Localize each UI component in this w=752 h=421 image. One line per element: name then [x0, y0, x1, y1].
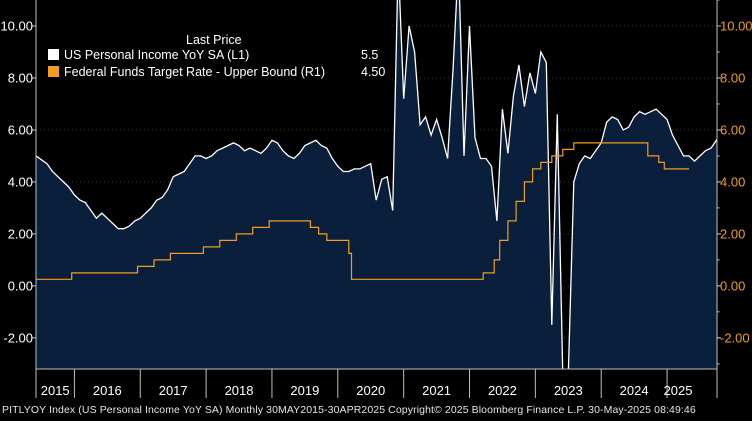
footer-caption: PITLYOY Index (US Personal Income YoY SA… — [2, 404, 696, 416]
series-line-income — [36, 0, 717, 369]
right-tick-label: 0.00 — [720, 278, 745, 293]
x-tick-label: 2016 — [93, 383, 122, 398]
left-axis: 10.00 8.00 6.00 4.00 2.00 0.00 -2.00 — [0, 0, 37, 398]
x-tick-label: 2020 — [356, 383, 385, 398]
x-tick-label: 2021 — [422, 383, 451, 398]
x-tick-label: 2023 — [554, 383, 583, 398]
legend-header: Last Price — [186, 33, 242, 47]
right-tick-label: 8.00 — [720, 70, 745, 85]
legend-swatch-income — [48, 49, 59, 60]
left-tick-label: -2.00 — [3, 330, 33, 345]
x-axis: 2015 2016 2017 2018 2019 2020 2021 2022 2023 2024… — [36, 368, 717, 398]
left-tick-label: 6.00 — [8, 122, 33, 137]
legend-value-fedfunds: 4.50 — [361, 65, 385, 79]
right-axis: 10.00 8.00 6.00 4.00 2.00 0.00 -2.00 — [716, 0, 752, 398]
x-tick-label: 2019 — [290, 383, 319, 398]
series-line-fedfunds — [36, 142, 689, 280]
left-tick-label: 8.00 — [8, 70, 33, 85]
legend-value-income: 5.5 — [361, 48, 378, 62]
right-tick-label: 6.00 — [720, 122, 745, 137]
legend-box — [40, 24, 392, 82]
x-tick-label: 2022 — [488, 383, 517, 398]
series-layer — [36, 0, 717, 369]
x-tick-label: 2024 — [620, 383, 649, 398]
legend-swatch-fedfunds — [48, 66, 59, 77]
legend-label-fedfunds: Federal Funds Target Rate - Upper Bound … — [64, 65, 325, 79]
right-tick-label: 10.00 — [720, 18, 752, 33]
x-tick-label: 2015 — [41, 383, 70, 398]
left-tick-label: 0.00 — [8, 278, 33, 293]
x-tick-label: 2025 — [664, 383, 693, 398]
x-tick-label: 2018 — [225, 383, 254, 398]
legend-label-income: US Personal Income YoY SA (L1) — [64, 48, 249, 62]
legend: Last Price US Personal Income YoY SA (L1… — [40, 24, 392, 82]
right-tick-label: -2.00 — [720, 330, 750, 345]
left-tick-label: 4.00 — [8, 174, 33, 189]
left-tick-label: 2.00 — [8, 226, 33, 241]
left-tick-label: 10.00 — [0, 18, 33, 33]
right-tick-label: 4.00 — [720, 174, 745, 189]
right-tick-label: 2.00 — [720, 226, 745, 241]
x-tick-label: 2017 — [159, 383, 188, 398]
